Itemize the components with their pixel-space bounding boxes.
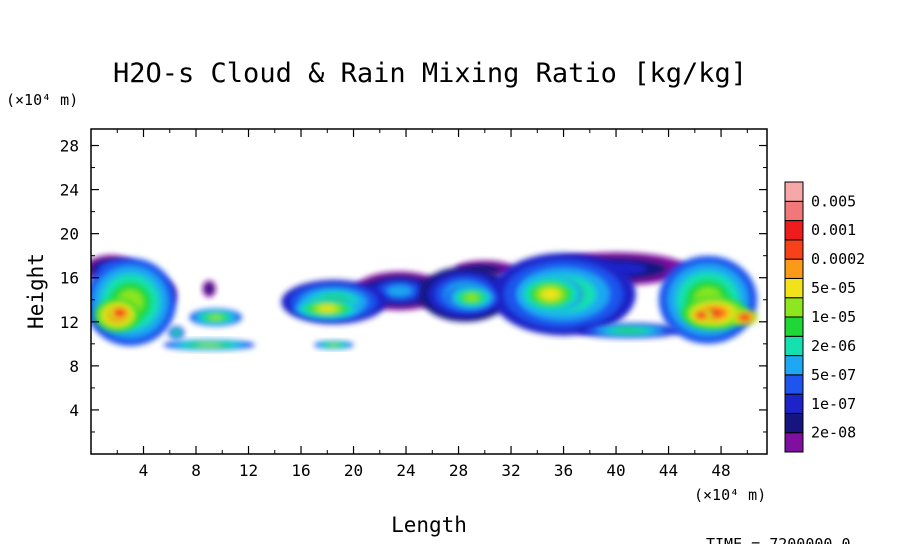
x-tick-label: 28 bbox=[449, 461, 468, 480]
colorbar-label: 0.0002 bbox=[811, 250, 865, 268]
colorbar-swatch bbox=[784, 239, 804, 260]
colorbar-swatch bbox=[784, 412, 804, 434]
x-tick-label: 4 bbox=[139, 461, 149, 480]
cloud-blob bbox=[168, 326, 185, 340]
x-tick-label: 32 bbox=[501, 461, 520, 480]
cloud-layer bbox=[741, 315, 749, 320]
y-tick-label: 12 bbox=[60, 313, 79, 332]
colorbar-swatch bbox=[784, 220, 804, 241]
cloud-blob bbox=[294, 297, 361, 320]
cloud-layer bbox=[116, 310, 124, 316]
colorbar-label: 2e-08 bbox=[811, 424, 856, 442]
cloud-layer bbox=[328, 343, 340, 347]
x-tick-label: 44 bbox=[659, 461, 678, 480]
colorbar-swatch bbox=[784, 277, 804, 299]
cloud-layer bbox=[464, 293, 479, 302]
colorbar-label: 0.001 bbox=[811, 221, 856, 239]
y-tick-label: 16 bbox=[60, 269, 79, 288]
y-tick-label: 20 bbox=[60, 225, 79, 244]
colorbar-swatch bbox=[784, 200, 804, 222]
colorbar-swatch bbox=[784, 355, 804, 376]
cloud-blob bbox=[689, 307, 714, 323]
cloud-blob bbox=[189, 308, 242, 327]
x-axis: 4 8 12 16 20 24 28 32 36 40 44 48 bbox=[116, 129, 748, 480]
colorbar: 0.005 0.001 0.0002 5e-05 1e-05 2e-06 5e-07 1e-0… bbox=[784, 181, 865, 453]
cloud-blob bbox=[445, 283, 498, 312]
colorbar-swatch bbox=[784, 432, 804, 453]
cloud-layer bbox=[318, 305, 337, 312]
cloud-layer bbox=[541, 288, 560, 300]
cloud-layer bbox=[174, 331, 179, 335]
cloud-blob bbox=[517, 274, 584, 314]
cloud-field bbox=[91, 252, 758, 351]
y-tick-label: 24 bbox=[60, 181, 79, 200]
colorbar-label: 5e-07 bbox=[811, 366, 856, 384]
cloud-blob bbox=[106, 304, 134, 322]
x-axis-label: Length bbox=[391, 513, 467, 537]
time-footer: TIME = 7200000.0 bbox=[706, 535, 851, 544]
cloud-layer bbox=[386, 285, 412, 297]
cloud-layer bbox=[698, 313, 705, 318]
cloud-blob bbox=[731, 309, 758, 326]
x-tick-label: 40 bbox=[606, 461, 625, 480]
x-axis-unit: (×10⁴ m) bbox=[694, 486, 766, 504]
cloud-blob bbox=[163, 339, 256, 351]
colorbar-swatch bbox=[784, 258, 804, 279]
colorbar-label: 2e-06 bbox=[811, 337, 856, 355]
colorbar-swatch bbox=[784, 181, 804, 202]
cloud-layer bbox=[614, 328, 644, 333]
y-tick-label: 4 bbox=[69, 401, 79, 420]
y-tick-label: 28 bbox=[60, 137, 79, 156]
y-tick-label: 8 bbox=[69, 357, 79, 376]
cloud-layer bbox=[208, 314, 223, 320]
chart-title: H2O-s Cloud & Rain Mixing Ratio [kg/kg] bbox=[113, 58, 747, 89]
x-tick-label: 8 bbox=[191, 461, 201, 480]
x-tick-label: 24 bbox=[396, 461, 415, 480]
colorbar-label: 1e-05 bbox=[811, 308, 856, 326]
x-tick-label: 16 bbox=[291, 461, 310, 480]
cloud-layer bbox=[205, 283, 214, 294]
cloud-blob bbox=[202, 280, 216, 298]
colorbar-swatch bbox=[784, 335, 804, 357]
colorbar-swatch bbox=[784, 297, 804, 318]
x-tick-label: 48 bbox=[711, 461, 730, 480]
colorbar-swatch bbox=[784, 316, 804, 337]
y-axis: 4 8 12 16 20 24 28 bbox=[60, 137, 767, 433]
cloud-layer bbox=[196, 343, 222, 347]
x-tick-label: 20 bbox=[344, 461, 363, 480]
cloud-blob bbox=[314, 340, 354, 350]
y-axis-label: Height bbox=[24, 253, 48, 329]
colorbar-label: 5e-05 bbox=[811, 279, 856, 297]
x-tick-label: 36 bbox=[554, 461, 573, 480]
colorbar-swatch bbox=[784, 393, 804, 414]
colorbar-label: 0.005 bbox=[811, 192, 856, 210]
cloud-blob bbox=[576, 322, 682, 339]
colorbar-label: 1e-07 bbox=[811, 395, 856, 413]
y-axis-unit: (×10⁴ m) bbox=[6, 91, 78, 109]
plot-frame bbox=[90, 128, 768, 455]
colorbar-swatch bbox=[784, 374, 804, 395]
x-tick-label: 12 bbox=[239, 461, 258, 480]
